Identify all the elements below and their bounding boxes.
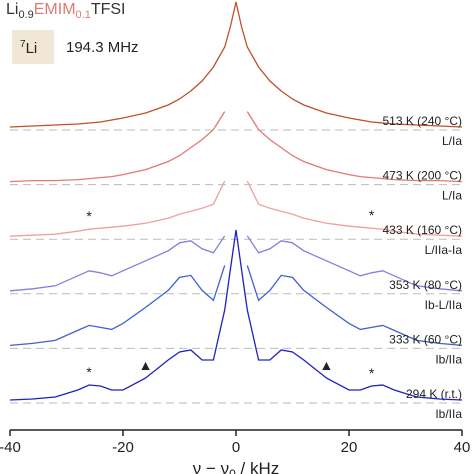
title-sub: 0.1 — [76, 9, 91, 21]
x-tick-label: 0 — [232, 439, 240, 456]
plot-area — [9, 1, 463, 404]
xlabel-part: ν − ν — [193, 459, 229, 474]
annotation: * — [369, 365, 375, 381]
title-part: TFSI — [91, 1, 126, 18]
x-tick-label: 20 — [341, 439, 358, 456]
annotation: ▲ — [139, 357, 153, 373]
spectrum — [9, 111, 463, 183]
annotation: * — [86, 208, 92, 224]
title-part: Li — [6, 1, 18, 18]
title-part: EMIM — [34, 1, 76, 18]
x-tick-label: -40 — [0, 439, 21, 456]
annotation: * — [369, 207, 375, 223]
assignment-label: L/Ia — [442, 189, 462, 203]
spectrum — [9, 229, 463, 401]
spectrum-label: 294 K (r.t.) — [406, 387, 462, 401]
assignment-label: L/Ia — [442, 134, 462, 148]
spectrum — [9, 265, 463, 347]
chart-title: Li0.9EMIM0.1TFSI — [6, 1, 126, 21]
spectrum-label: 513 K (240 °C) — [382, 114, 462, 128]
nucleus-box — [12, 30, 54, 64]
spectrum — [9, 235, 463, 292]
title-sub: 0.9 — [18, 9, 33, 21]
xlabel-part: / kHz — [236, 459, 279, 474]
xlabel-sub: 0 — [229, 467, 236, 474]
spectrum-label: 473 K (200 °C) — [382, 169, 462, 183]
annotation: * — [86, 364, 92, 380]
nucleus-symbol: Li — [26, 40, 38, 57]
frequency: 194.3 MHz — [66, 39, 139, 56]
spectrum-label: 353 K (80 °C) — [389, 278, 462, 292]
spectrum — [9, 1, 463, 128]
spectrum-label: 333 K (60 °C) — [389, 332, 462, 346]
x-tick-label: -20 — [112, 439, 134, 456]
annotation: ▲ — [319, 357, 333, 373]
assignment-label: L/IIa-Ia — [425, 243, 463, 257]
spectrum — [9, 180, 463, 237]
nucleus: 7Li — [20, 39, 37, 57]
spectrum-label: 433 K (160 °C) — [382, 223, 462, 237]
assignment-label: Ib-L/IIa — [425, 298, 463, 312]
x-tick-label: 40 — [454, 439, 471, 456]
nucleus-mass: 7 — [20, 39, 26, 50]
x-axis-label: ν − ν0 / kHz — [193, 459, 280, 474]
assignment-label: Ib/IIa — [435, 352, 462, 366]
assignment-label: Ib/IIa — [435, 407, 462, 421]
